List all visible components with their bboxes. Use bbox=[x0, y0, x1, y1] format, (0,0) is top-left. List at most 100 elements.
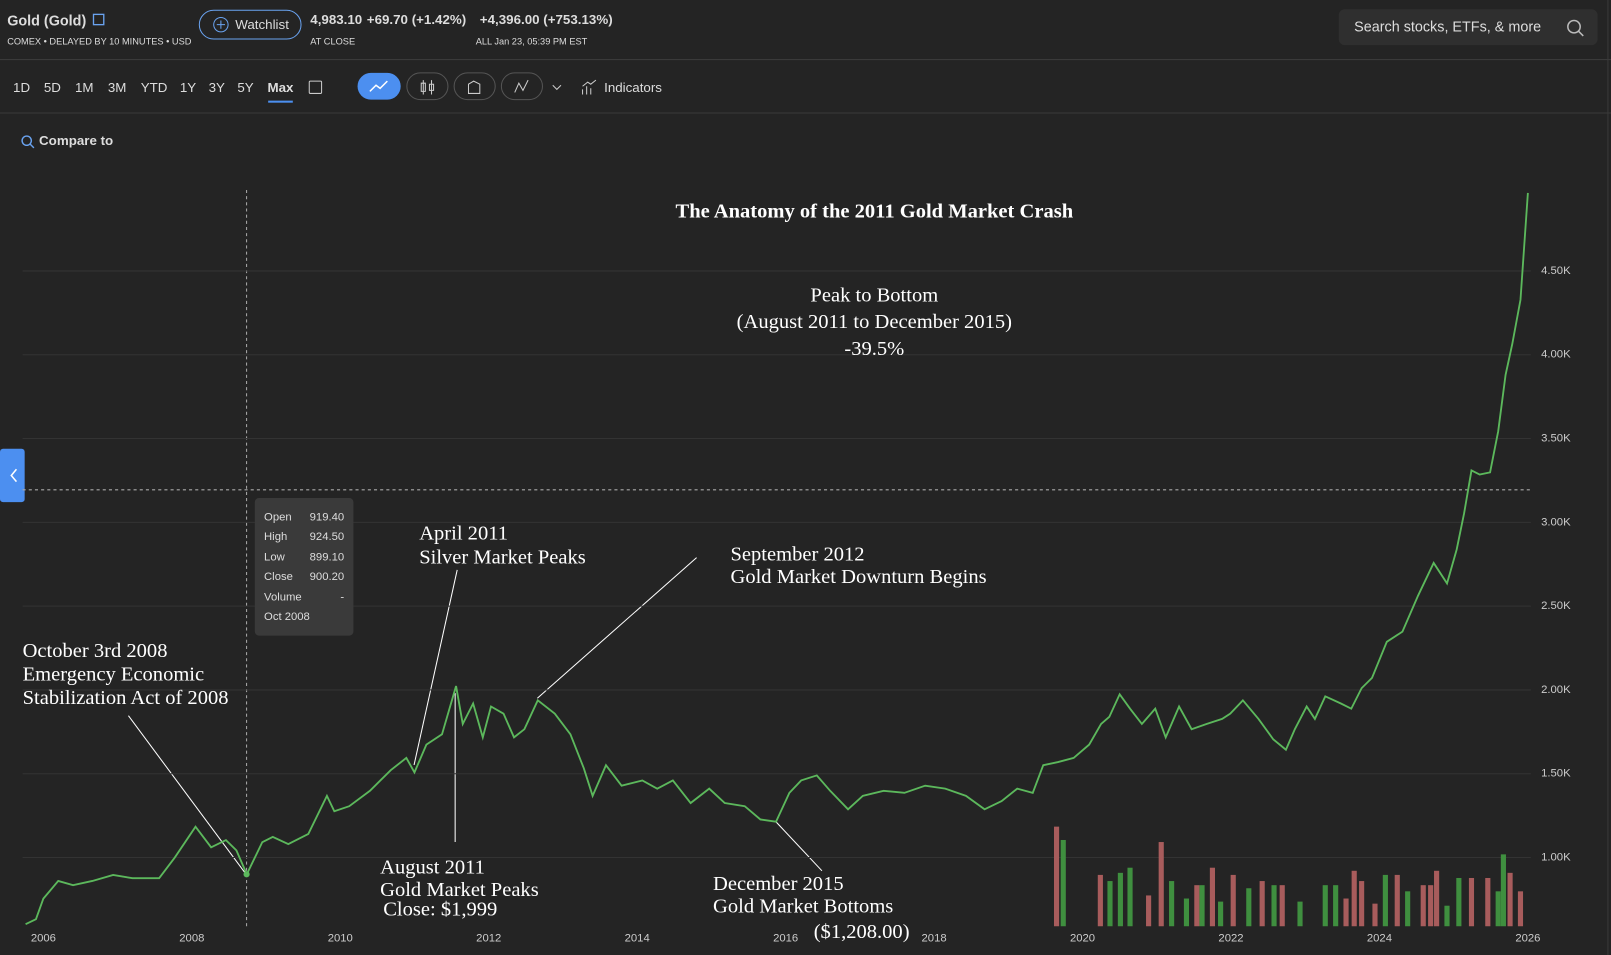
tooltip-label: Open bbox=[264, 512, 292, 524]
tooltip-label: Close bbox=[264, 571, 293, 583]
y-tick-label: 2.00K bbox=[1541, 684, 1571, 696]
y-tick-label: 4.00K bbox=[1541, 349, 1571, 361]
volume-bar bbox=[1434, 870, 1440, 927]
volume-bar bbox=[1246, 888, 1252, 927]
tab-arrow bbox=[10, 468, 18, 483]
volume-bar bbox=[1468, 877, 1475, 927]
volume-bar bbox=[1117, 872, 1123, 927]
y-tick-label: 3.50K bbox=[1541, 433, 1571, 445]
volume-bar bbox=[1194, 885, 1200, 927]
area-chart-button[interactable] bbox=[453, 72, 496, 101]
search-icon[interactable] bbox=[1567, 19, 1581, 34]
x-tick-label: 2022 bbox=[1218, 933, 1243, 945]
range-button[interactable]: 3Y bbox=[209, 80, 225, 95]
volume-bar bbox=[1322, 885, 1328, 927]
tooltip-date: Oct 2008 bbox=[264, 611, 310, 623]
asset-name: Gold (Gold) bbox=[7, 13, 86, 29]
volume-bar bbox=[1444, 905, 1450, 927]
x-tick-label: 2020 bbox=[1070, 933, 1095, 945]
y-tick-label: 4.50K bbox=[1541, 265, 1571, 277]
x-tick-label: 2006 bbox=[31, 933, 56, 945]
volume-bar bbox=[1456, 877, 1462, 927]
price: 4,983.10 bbox=[310, 12, 362, 27]
annotation: Silver Market Peaks bbox=[419, 546, 586, 568]
draw-button[interactable] bbox=[500, 72, 543, 101]
plus-icon bbox=[213, 16, 229, 33]
range-button[interactable]: YTD bbox=[141, 80, 168, 95]
tooltip bbox=[254, 498, 354, 636]
range-button[interactable]: Max bbox=[267, 80, 294, 95]
tooltip-value: 924.50 bbox=[310, 531, 345, 543]
annotation: August 2011 bbox=[380, 856, 485, 878]
compare-icon bbox=[21, 135, 33, 147]
annotation: Emergency Economic bbox=[23, 663, 205, 685]
tooltip-label: Volume bbox=[264, 592, 302, 604]
search-icon bbox=[1577, 30, 1584, 37]
tooltip-value: 919.40 bbox=[310, 512, 345, 524]
volume-bar bbox=[1382, 874, 1388, 927]
watchlist-button[interactable] bbox=[198, 9, 302, 40]
compare-button[interactable]: Compare to bbox=[39, 133, 113, 148]
volume-bar bbox=[1372, 903, 1378, 927]
x-tick-label: 2014 bbox=[625, 933, 650, 945]
search-box[interactable] bbox=[1338, 9, 1598, 46]
tooltip-value: - bbox=[340, 592, 344, 604]
y-tick-label: 1.50K bbox=[1541, 768, 1571, 780]
volume-bar bbox=[1259, 881, 1265, 927]
volume-bar bbox=[1060, 839, 1066, 927]
calendar-icon[interactable] bbox=[308, 80, 323, 94]
volume-bar bbox=[1271, 885, 1277, 927]
x-tick-label: 2008 bbox=[179, 933, 204, 945]
annotation: Peak to Bottom bbox=[810, 284, 938, 306]
volume-bar bbox=[1495, 891, 1501, 927]
annotation-pointer bbox=[537, 557, 697, 699]
annotation: -39.5% bbox=[844, 338, 904, 360]
volume-bar bbox=[1485, 877, 1491, 927]
volume-bar bbox=[1500, 854, 1506, 927]
volume-bar bbox=[1297, 901, 1303, 927]
volume-bar bbox=[1279, 885, 1285, 927]
candle-chart-button[interactable] bbox=[406, 72, 449, 101]
range-button[interactable]: 5D bbox=[44, 80, 61, 95]
volume-bar bbox=[1158, 842, 1164, 927]
annotation: Gold Market Bottoms bbox=[713, 895, 893, 917]
volume-bar bbox=[1507, 872, 1513, 927]
volume-bar bbox=[1107, 881, 1113, 927]
annotation: September 2012 bbox=[730, 543, 864, 565]
annotation: ($1,208.00) bbox=[814, 921, 910, 943]
range-button[interactable]: 5Y bbox=[237, 80, 253, 95]
search-placeholder: Search stocks, ETFs, & more bbox=[1354, 20, 1541, 36]
tooltip-label: High bbox=[264, 531, 287, 543]
annotation-pointer bbox=[128, 715, 247, 876]
range-button[interactable]: 1M bbox=[75, 80, 94, 95]
active-underline bbox=[268, 100, 293, 103]
chevron[interactable] bbox=[552, 84, 562, 91]
side-panel-tab[interactable] bbox=[0, 448, 25, 503]
tooltip-label: Low bbox=[264, 552, 286, 564]
annotation: Close: $1,999 bbox=[383, 899, 497, 921]
draw-icon bbox=[514, 79, 529, 93]
x-tick-label: 2026 bbox=[1515, 933, 1540, 945]
x-tick-label: 2018 bbox=[922, 933, 947, 945]
volume-bar bbox=[1394, 874, 1400, 927]
plus-icon bbox=[216, 20, 226, 29]
line-chart-button[interactable] bbox=[357, 72, 401, 100]
volume-bar bbox=[1199, 885, 1205, 927]
volume-bar bbox=[1359, 881, 1365, 927]
chart-title: The Anatomy of the 2011 Gold Market Cras… bbox=[676, 200, 1074, 222]
external-link-icon[interactable] bbox=[92, 13, 105, 26]
range-button[interactable]: 3M bbox=[108, 80, 127, 95]
volume-bar bbox=[1230, 874, 1236, 927]
indicators-icon bbox=[582, 79, 597, 95]
candle-icon bbox=[420, 80, 435, 95]
range-button[interactable]: 1Y bbox=[180, 80, 196, 95]
range-button[interactable]: 1D bbox=[13, 80, 30, 95]
volume-bar bbox=[1053, 826, 1060, 927]
annotation: Gold Market Downturn Begins bbox=[730, 566, 986, 588]
indicators-button[interactable]: Indicators bbox=[604, 80, 662, 95]
volume-bar bbox=[1218, 901, 1224, 927]
day-change: +69.70 (+1.42%) bbox=[367, 12, 466, 27]
total-change: +4,396.00 (+753.13%) bbox=[480, 12, 613, 27]
volume-bar bbox=[1333, 885, 1339, 927]
annotation: (August 2011 to December 2015) bbox=[737, 311, 1012, 333]
